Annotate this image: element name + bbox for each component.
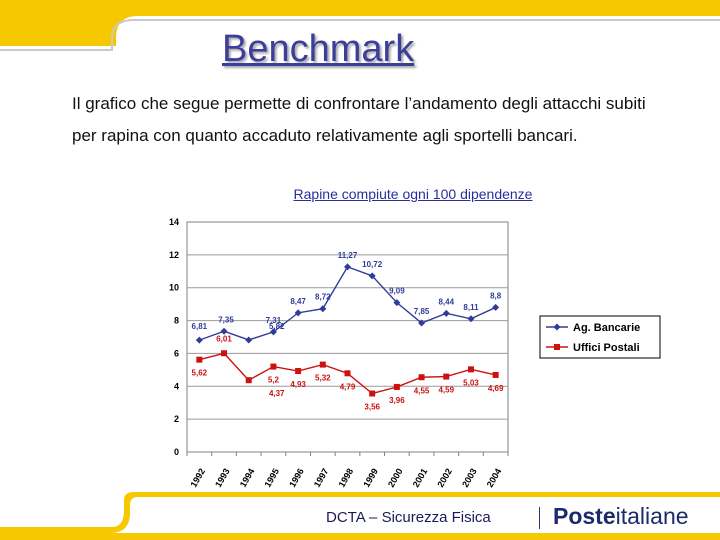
x-tick-label: 1999 — [361, 467, 380, 489]
data-label: 4,79 — [340, 382, 356, 391]
data-point — [418, 319, 426, 327]
data-label: 3,56 — [364, 403, 380, 412]
top-frame-outline — [0, 19, 720, 51]
data-label: 8,47 — [290, 297, 306, 306]
data-label: 5,62 — [192, 369, 208, 378]
data-point — [196, 356, 203, 363]
data-label: 3,96 — [389, 396, 405, 405]
data-point — [319, 305, 327, 313]
data-point — [443, 373, 450, 380]
x-tick-label: 1997 — [312, 467, 331, 489]
data-label: 10,72 — [362, 260, 383, 269]
legend-marker — [554, 344, 560, 350]
body-paragraph: Il grafico che segue permette di confron… — [72, 94, 646, 145]
legend-label: Uffici Postali — [573, 342, 640, 354]
data-label: 7,35 — [218, 315, 234, 324]
x-tick-label: 2000 — [386, 467, 405, 489]
x-tick-label: 2004 — [485, 467, 504, 489]
y-tick-label: 14 — [169, 217, 179, 227]
data-point — [270, 363, 277, 370]
data-point — [442, 309, 450, 317]
x-tick-label: 1995 — [262, 467, 281, 489]
data-point — [245, 377, 252, 384]
data-label: 8,11 — [463, 303, 479, 312]
data-label: 5,32 — [315, 374, 331, 383]
y-tick-label: 4 — [174, 381, 179, 391]
data-point — [294, 309, 302, 317]
data-label: 5,2 — [268, 376, 280, 385]
poste-italiane-logo: Posteitaliane — [553, 503, 689, 530]
legend-label: Ag. Bancarie — [573, 322, 640, 334]
data-point — [319, 361, 326, 368]
x-tick-label: 1998 — [337, 467, 356, 489]
y-tick-label: 0 — [174, 447, 179, 457]
data-point — [418, 374, 425, 381]
data-point — [220, 327, 228, 335]
bottom-yellow-frame — [0, 492, 720, 540]
data-point — [369, 390, 376, 397]
slide-title: Benchmark — [222, 28, 415, 70]
data-label: 4,55 — [414, 386, 430, 395]
data-label: 4,37 — [269, 389, 285, 398]
footer-separator — [539, 507, 540, 529]
data-label: 5,03 — [463, 378, 479, 387]
x-tick-label: 1996 — [287, 467, 306, 489]
x-tick-label: 2003 — [460, 467, 479, 489]
data-point — [221, 350, 228, 357]
y-tick-label: 2 — [174, 414, 179, 424]
data-point — [492, 371, 499, 378]
legend-box — [539, 315, 661, 359]
data-label: 8,44 — [438, 297, 454, 306]
data-point — [467, 366, 474, 373]
data-point — [344, 370, 351, 377]
y-tick-label: 10 — [169, 283, 179, 293]
brand-light: italiane — [615, 503, 689, 529]
data-label: 7,85 — [414, 307, 430, 316]
y-tick-label: 6 — [174, 348, 179, 358]
x-tick-label: 2001 — [411, 467, 430, 489]
data-label: 4,69 — [488, 384, 504, 393]
x-tick-label: 2002 — [435, 467, 454, 489]
data-point — [393, 383, 400, 390]
brand-bold: Poste — [553, 503, 616, 529]
x-tick-label: 1993 — [213, 467, 232, 489]
top-yellow-frame — [0, 0, 720, 46]
data-label: 4,93 — [290, 380, 306, 389]
chart-title: Rapine compiute ogni 100 dipendenze — [293, 186, 533, 202]
legend-marker — [553, 323, 561, 331]
data-label: 5,82 — [269, 322, 285, 331]
data-label: 11,27 — [338, 251, 358, 260]
bottom-yellow-band — [0, 533, 720, 540]
y-tick-label: 12 — [169, 250, 179, 260]
data-label: 4,59 — [438, 386, 454, 395]
y-tick-label: 8 — [174, 316, 179, 326]
data-label: 8,72 — [315, 293, 331, 302]
data-label: 6,01 — [216, 334, 232, 343]
data-point — [295, 368, 302, 375]
data-label: 9,09 — [389, 287, 405, 296]
data-label: 8,8 — [490, 291, 502, 300]
data-point — [344, 263, 351, 271]
x-tick-label: 1994 — [238, 467, 257, 489]
data-point — [467, 315, 475, 323]
data-point — [368, 272, 376, 280]
footer-text: DCTA – Sicurezza Fisica — [326, 509, 491, 526]
data-point — [195, 336, 203, 344]
data-label: 6,81 — [192, 322, 208, 331]
data-point — [393, 299, 401, 307]
data-point — [245, 336, 253, 344]
data-point — [269, 328, 277, 336]
data-label: 7,31 — [266, 316, 282, 325]
x-tick-label: 1992 — [188, 467, 207, 489]
data-point — [492, 303, 500, 311]
